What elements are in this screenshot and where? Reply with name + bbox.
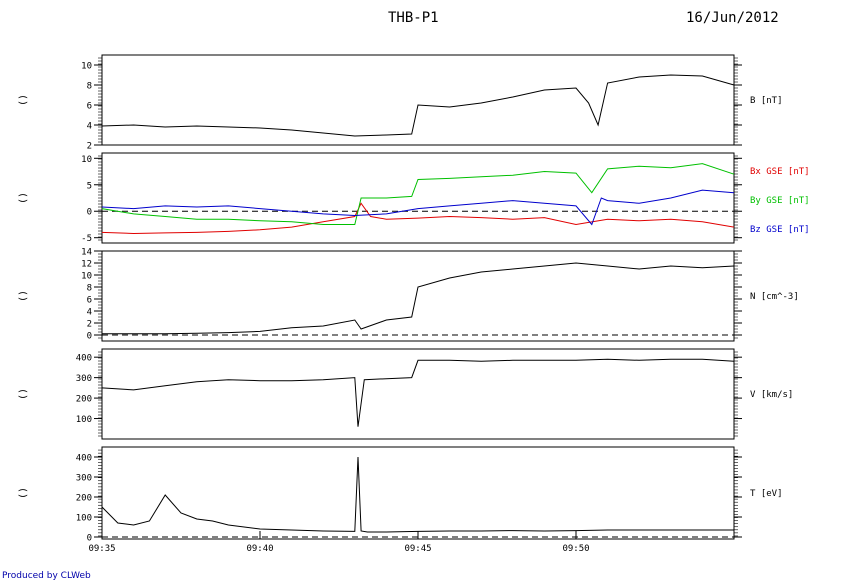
y-tick-label: 400: [76, 354, 92, 364]
panel-left-label: (): [18, 94, 29, 106]
series-label: By GSE [nT]: [750, 196, 810, 206]
series-line: [101, 163, 735, 225]
y-tick-label: 10: [81, 62, 92, 72]
y-tick-label: 2: [87, 320, 92, 330]
x-tick-label: 09:40: [246, 544, 273, 554]
date-label: 16/Jun/2012: [686, 10, 779, 26]
panel-left-label: (): [18, 192, 29, 204]
series-line: [102, 262, 735, 335]
y-tick-label: 0: [87, 332, 92, 342]
series-label: B [nT]: [750, 96, 783, 106]
panel-left-label: (): [18, 388, 29, 400]
series-line: [101, 189, 735, 226]
y-tick-label: 300: [76, 474, 92, 484]
x-tick-label: 09:45: [404, 544, 431, 554]
series-line: [101, 74, 735, 137]
y-tick-label: 8: [87, 284, 92, 294]
series-label: V [km/s]: [750, 390, 793, 400]
series-label: Bz GSE [nT]: [750, 225, 810, 235]
panel-frame: [101, 348, 735, 440]
y-tick-label: 0: [87, 534, 92, 544]
y-tick-label: 2: [87, 142, 92, 152]
y-tick-label: 4: [87, 308, 92, 318]
series-line: [101, 202, 735, 235]
y-tick-label: 6: [87, 296, 92, 306]
y-tick-label: 400: [76, 454, 92, 464]
panel-frame: [101, 446, 735, 540]
series-label: T [eV]: [750, 489, 783, 499]
panel-frame: [101, 54, 735, 146]
panel-frame: [101, 250, 735, 342]
y-tick-label: 6: [87, 102, 92, 112]
y-tick-label: 100: [76, 514, 92, 524]
panel-left-label: (): [18, 487, 29, 499]
series-label: Bx GSE [nT]: [750, 167, 810, 177]
y-tick-label: 8: [87, 82, 92, 92]
y-tick-label: -5: [81, 234, 92, 244]
y-tick-label: 14: [81, 248, 92, 258]
y-tick-label: 200: [76, 494, 92, 504]
spacecraft-title: THB-P1: [388, 10, 439, 26]
series-line: [101, 358, 735, 427]
y-tick-label: 4: [87, 122, 92, 132]
x-tick-label: 09:35: [88, 544, 115, 554]
x-tick-label: 09:50: [562, 544, 589, 554]
y-tick-label: 10: [81, 272, 92, 282]
y-tick-label: 100: [76, 415, 92, 425]
series-line: [101, 456, 734, 533]
credit-text: Produced by CLWeb: [2, 571, 91, 581]
series-label: N [cm^-3]: [750, 292, 799, 302]
y-tick-label: 12: [81, 260, 92, 270]
y-tick-label: 5: [87, 181, 92, 191]
y-tick-label: 0: [87, 208, 92, 218]
panel-left-label: (): [18, 290, 29, 302]
y-tick-label: 300: [76, 374, 92, 384]
y-tick-label: 200: [76, 395, 92, 405]
y-tick-label: 10: [81, 155, 92, 165]
